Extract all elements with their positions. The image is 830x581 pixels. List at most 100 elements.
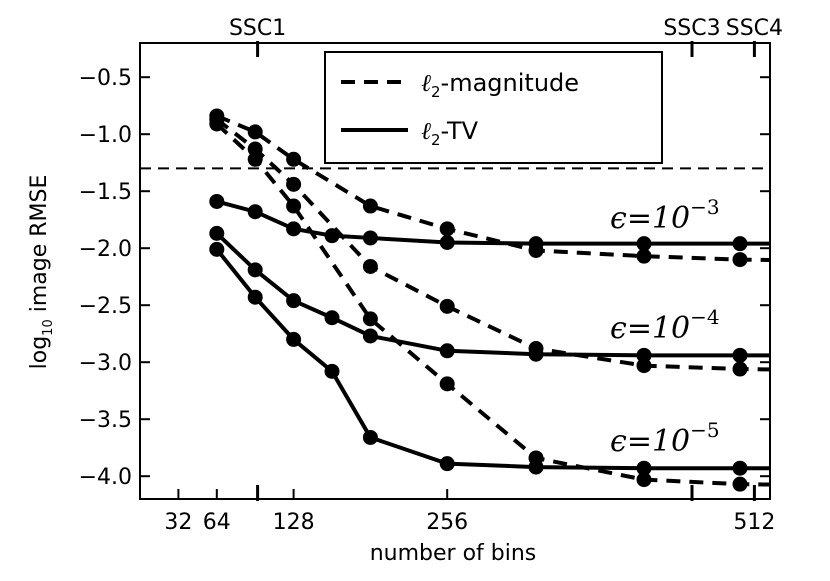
annotation-eps-1e-4-equals: = <box>627 311 652 346</box>
data-point <box>636 236 652 252</box>
data-point <box>439 343 455 359</box>
y-axis-label-rest: image RMSE <box>27 175 52 320</box>
data-point <box>247 151 263 167</box>
series-line-3 <box>215 231 770 358</box>
data-point <box>247 262 263 278</box>
x-tick-label: 128 <box>273 510 315 535</box>
data-point <box>636 472 652 488</box>
data-point <box>286 198 302 214</box>
data-point <box>362 258 378 274</box>
data-point <box>732 460 748 476</box>
top-tick-label: SSC3 <box>663 16 720 41</box>
plot-frame <box>139 42 771 500</box>
y-axis-label: log10 image RMSE <box>27 175 56 370</box>
data-point <box>286 176 302 192</box>
data-point <box>209 225 225 241</box>
data-point <box>823 363 830 378</box>
axes-layer: −0.5 −1.0 −1.5 −2.0 −2.5 −3.0 −3.5 −4.0 32 64 128 2… <box>79 16 783 535</box>
data-point <box>439 221 455 237</box>
top-tick-label: SSC1 <box>229 16 286 41</box>
annotation-eps-1e-5: ϵ=10−5 <box>610 418 720 459</box>
data-point <box>247 124 263 140</box>
y-tick-label: −1.0 <box>79 123 132 148</box>
data-point <box>439 298 455 314</box>
y-axis-label-log: log <box>27 336 52 370</box>
series-line-1 <box>216 199 770 246</box>
data-point <box>286 151 302 167</box>
data-point <box>286 221 302 237</box>
legend-magnitude-label: -magnitude <box>441 69 579 97</box>
data-point <box>324 310 340 326</box>
annotation-eps-1e-3-symbol: ϵ <box>610 201 627 236</box>
data-point <box>362 429 378 445</box>
data-point <box>247 289 263 305</box>
data-point <box>823 461 830 476</box>
data-point <box>636 460 652 476</box>
annotation-eps-1e-3-equals: = <box>627 201 652 236</box>
annotation-eps-1e-5-exponent: −5 <box>690 418 719 442</box>
data-point <box>286 293 302 309</box>
x-tick-label: 64 <box>203 510 231 535</box>
annotation-eps-1e-4-symbol: ϵ <box>610 311 627 346</box>
annotation-eps-1e-3: ϵ=10−3 <box>610 195 720 236</box>
x-axis-label: number of bins <box>370 541 537 566</box>
top-tick-label: SSC4 <box>726 16 783 41</box>
annotation-eps-1e-4-exponent: −4 <box>690 305 719 329</box>
data-point <box>732 252 748 268</box>
data-point <box>362 328 378 344</box>
legend-entry-tv: ℓ2-TV <box>421 117 479 149</box>
data-point <box>636 248 652 264</box>
data-point <box>528 236 544 252</box>
legend-entry-magnitude: ℓ2-magnitude <box>421 69 579 101</box>
data-point <box>528 346 544 362</box>
legend: ℓ2-magnitude ℓ2-TV <box>324 51 663 164</box>
data-point <box>247 204 263 220</box>
data-point <box>209 116 225 132</box>
annotation-eps-1e-4: ϵ=10−4 <box>610 305 720 346</box>
y-tick-label: −3.5 <box>79 408 132 433</box>
series-line-4 <box>215 122 770 487</box>
x-tick-label: 32 <box>164 510 192 535</box>
data-point <box>823 253 830 268</box>
data-point <box>732 236 748 252</box>
data-point <box>286 331 302 347</box>
legend-tv-label: -TV <box>441 117 479 145</box>
data-point <box>439 376 455 392</box>
annotation-eps-1e-3-base: 10 <box>652 201 690 236</box>
plot-area <box>140 108 830 493</box>
x-tick-label: 256 <box>426 510 468 535</box>
data-point <box>732 347 748 363</box>
series-layer <box>140 108 830 493</box>
y-axis-label-sub: 10 <box>41 319 56 336</box>
legend-tv-ell: ℓ <box>421 117 431 145</box>
annotation-eps-1e-5-base: 10 <box>652 424 690 459</box>
annotation-eps-1e-3-exponent: −3 <box>690 195 719 219</box>
data-point <box>324 363 340 379</box>
data-point <box>636 358 652 374</box>
legend-box <box>324 51 663 164</box>
y-tick-label: −2.0 <box>79 237 132 262</box>
data-point <box>439 456 455 472</box>
data-point <box>528 459 544 475</box>
y-tick-label: −0.5 <box>79 66 132 91</box>
data-point <box>636 347 652 363</box>
data-point <box>823 236 830 251</box>
legend-tv-sub: 2 <box>431 131 441 149</box>
data-point <box>362 230 378 246</box>
y-tick-label: −3.0 <box>79 351 132 376</box>
data-point <box>732 476 748 492</box>
data-point <box>362 198 378 214</box>
data-point <box>362 311 378 327</box>
data-point <box>823 478 830 493</box>
annotation-eps-1e-5-symbol: ϵ <box>610 424 627 459</box>
y-tick-label: −2.5 <box>79 294 132 319</box>
y-tick-label: −4.0 <box>79 465 132 490</box>
data-point <box>247 141 263 157</box>
data-point <box>439 235 455 250</box>
annotation-eps-1e-5-equals: = <box>627 424 652 459</box>
legend-magnitude-ell: ℓ <box>421 69 431 97</box>
data-point <box>209 241 225 257</box>
y-tick-label: −1.5 <box>79 180 132 205</box>
annotation-eps-1e-4-base: 10 <box>652 311 690 346</box>
